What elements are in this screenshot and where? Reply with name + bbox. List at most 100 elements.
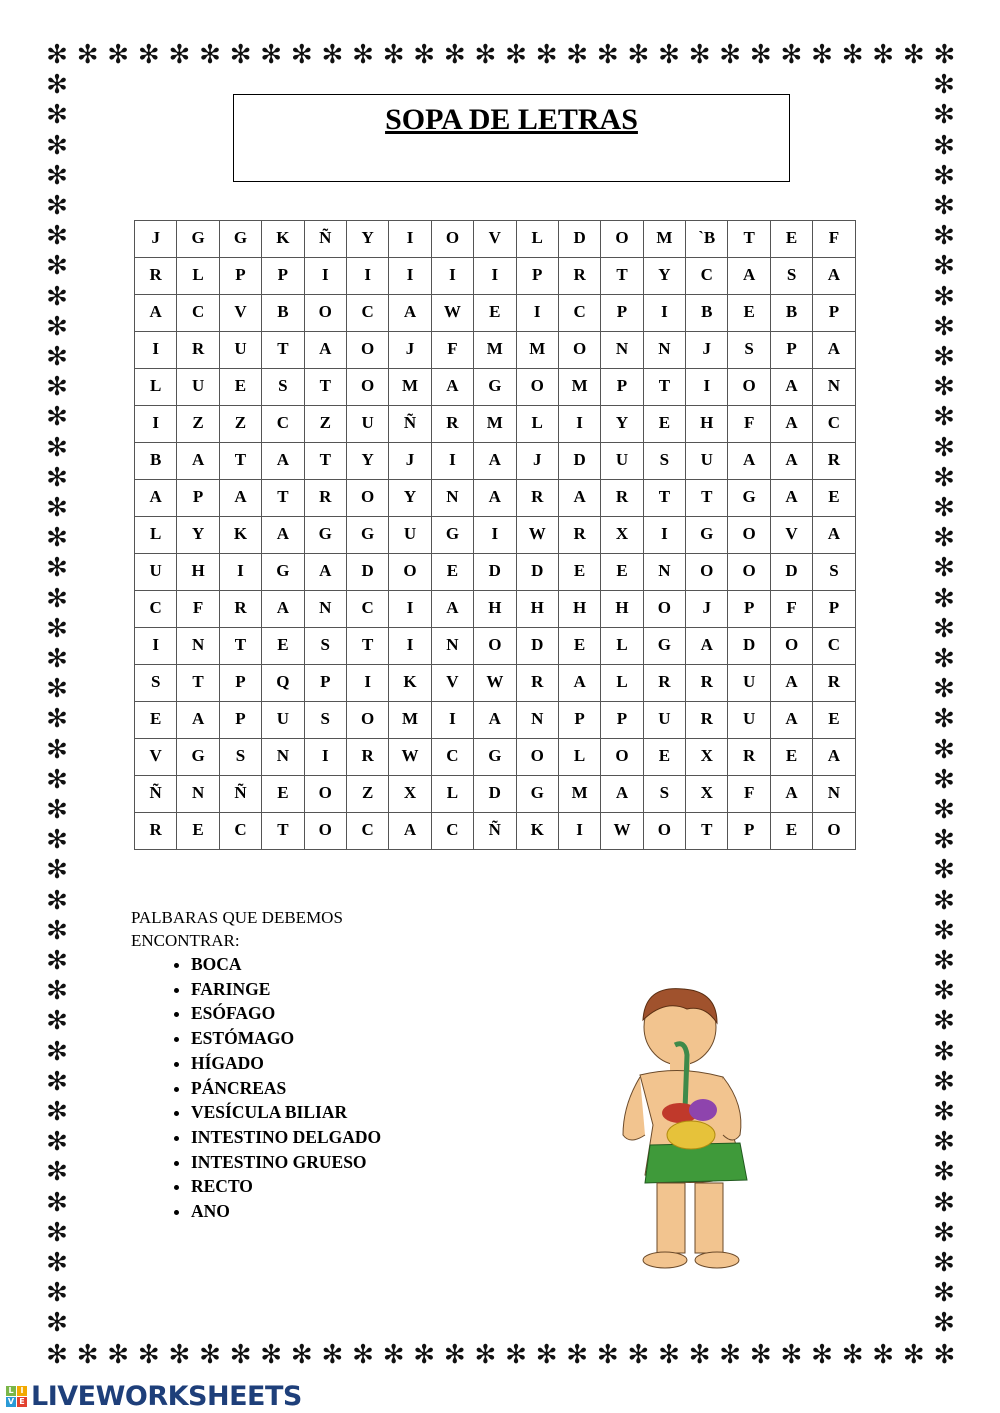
grid-cell: G [473,738,517,776]
word-list-item: FARINGE [191,977,381,1002]
grid-cell: A [261,516,305,554]
ornament-icon: ✻ [443,1340,466,1370]
ornament-icon: ✻ [46,160,68,191]
grid-cell: L [600,627,644,665]
grid-cell: O [303,294,347,332]
grid-cell: T [261,479,305,517]
logo-mark-tile: I [17,1386,27,1396]
grid-cell: I [430,701,475,739]
grid-cell: O [642,812,687,850]
grid-cell: A [557,664,602,702]
grid-cell: O [303,775,347,813]
grid-cell: C [812,627,856,665]
ornament-icon: ✻ [902,1340,925,1370]
grid-cell: R [430,405,475,443]
ornament-icon: ✻ [46,462,68,493]
ornament-icon: ✻ [933,40,956,70]
ornament-icon: ✻ [933,1308,955,1339]
grid-cell: Y [345,442,390,480]
ornament-icon: ✻ [811,40,833,70]
grid-cell: E [261,775,305,813]
grid-cell: O [642,590,687,628]
grid-cell: T [303,442,347,480]
ornament-icon: ✻ [535,40,558,70]
grid-cell: P [557,701,602,739]
ornament-icon: ✻ [933,885,955,916]
grid-cell: K [218,516,263,554]
grid-cell: G [430,516,475,554]
grid-cell: Z [176,405,220,443]
grid-cell: Q [261,664,305,702]
grid-cell: P [218,701,263,739]
grid-cell: C [557,294,602,332]
grid-cell: E [261,627,305,665]
ornament-icon: ✻ [46,1278,68,1309]
grid-cell: F [769,590,814,628]
ornament-icon: ✻ [382,1340,405,1370]
grid-cell: D [727,627,771,665]
grid-cell: E [769,220,814,258]
ornament-icon: ✻ [46,311,68,342]
ornament-icon: ✻ [229,40,252,70]
grid-cell: I [133,627,178,665]
grid-cell: P [812,590,856,628]
grid-cell: D [557,442,602,480]
ornament-icon: ✻ [137,40,160,70]
ornament-icon: ✻ [933,764,955,795]
grid-cell: H [557,590,602,628]
grid-cell: E [812,479,856,517]
ornament-icon: ✻ [933,1278,955,1309]
grid-cell: W [600,812,644,850]
grid-cell: A [769,405,814,443]
grid-cell: Z [345,775,390,813]
word-list: BOCAFARINGEESÓFAGOESTÓMAGOHÍGADOPÁNCREAS… [160,952,381,1224]
grid-cell: T [218,627,263,665]
grid-cell: O [430,220,475,258]
ornament-icon: ✻ [933,674,955,705]
grid-cell: R [133,257,178,295]
grid-cell: O [685,553,729,591]
grid-cell: S [812,553,856,591]
ornament-icon: ✻ [933,221,955,252]
ornament-icon: ✻ [46,1036,68,1067]
ornament-icon: ✻ [658,40,680,70]
grid-cell: E [557,553,602,591]
grid-cell: I [388,627,432,665]
grid-cell: I [133,331,178,369]
ornament-icon: ✻ [46,1157,68,1188]
grid-cell: I [133,405,178,443]
ornament-icon: ✻ [933,613,955,644]
ornament-icon: ✻ [933,100,955,131]
grid-cell: `B [685,220,729,258]
grid-cell: G [642,627,687,665]
ornament-icon: ✻ [933,946,955,976]
grid-cell: G [218,220,263,258]
grid-cell: N [515,701,559,739]
ornament-icon: ✻ [933,160,955,191]
grid-cell: A [176,442,220,480]
grid-cell: G [261,553,305,591]
grid-cell: A [388,812,432,850]
ornament-icon: ✻ [505,1340,527,1370]
grid-cell: G [176,738,220,776]
grid-cell: T [727,220,771,258]
grid-cell: K [261,220,305,258]
grid-cell: A [133,294,178,332]
ornament-icon: ✻ [933,191,955,221]
grid-cell: W [430,294,475,332]
ornament-icon: ✻ [46,1006,68,1037]
ornament-icon: ✻ [719,1340,742,1370]
grid-cell: X [388,775,432,813]
grid-cell: J [685,590,729,628]
grid-cell: A [218,479,263,517]
grid-cell: A [388,294,432,332]
grid-cell: F [430,331,475,369]
ornament-icon: ✻ [168,40,191,70]
grid-cell: A [303,553,347,591]
ornament-icon: ✻ [352,40,374,70]
grid-cell: P [515,257,559,295]
